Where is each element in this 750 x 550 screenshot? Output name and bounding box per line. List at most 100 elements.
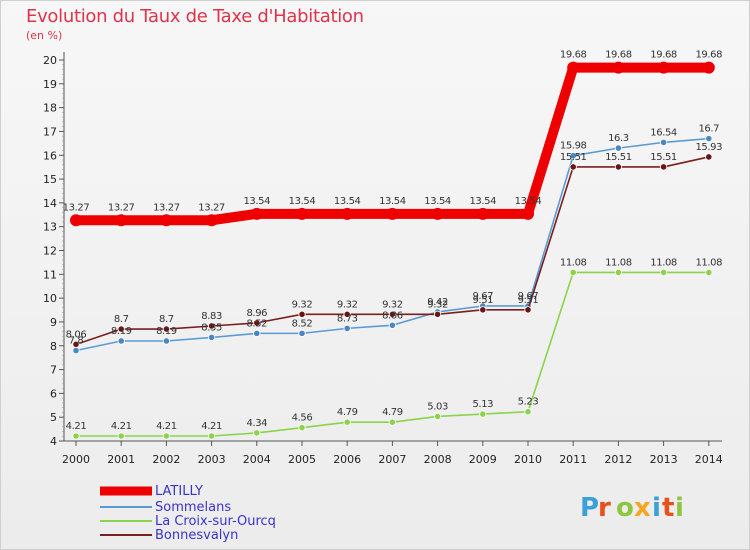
data-point <box>117 325 125 333</box>
y-tick-label: 4 <box>50 435 57 448</box>
data-label: 9.32 <box>382 299 403 310</box>
y-tick-label: 16 <box>43 149 57 162</box>
data-point <box>705 153 713 161</box>
data-point <box>433 310 442 318</box>
data-point <box>341 207 354 220</box>
data-point <box>72 432 80 440</box>
data-point <box>388 418 396 426</box>
x-tick-label: 2000 <box>62 453 90 466</box>
data-label: 5.23 <box>518 397 539 408</box>
data-point <box>343 310 351 318</box>
y-tick-label: 11 <box>43 268 57 281</box>
data-point <box>117 337 125 345</box>
data-label: 8.06 <box>66 329 87 340</box>
data-point <box>569 152 577 160</box>
y-tick-label: 9 <box>50 316 57 329</box>
data-point <box>208 432 216 440</box>
data-label: 9.32 <box>337 299 358 310</box>
chart-unit-label: (en %) <box>26 29 63 42</box>
y-tick-label: 12 <box>43 245 57 258</box>
x-tick-label: 2014 <box>695 453 723 466</box>
data-point <box>298 310 306 318</box>
data-label: 9.32 <box>292 299 313 310</box>
data-label: 15.51 <box>605 152 632 163</box>
x-tick-label: 2013 <box>650 453 678 466</box>
data-label: 15.93 <box>695 142 722 153</box>
data-point <box>72 340 80 348</box>
data-label: 16.54 <box>650 127 677 138</box>
data-point <box>659 138 668 146</box>
data-point <box>614 268 623 277</box>
y-tick-label: 6 <box>50 387 57 400</box>
data-label: 13.54 <box>515 196 542 207</box>
data-point <box>614 144 623 152</box>
data-label: 8.83 <box>201 311 222 322</box>
data-point <box>250 207 263 220</box>
data-point <box>569 163 577 171</box>
chart-title: Evolution du Taux de Taxe d'Habitation <box>26 6 364 27</box>
x-tick-label: 2002 <box>152 453 180 466</box>
data-point <box>296 207 308 220</box>
data-label: 15.51 <box>650 152 677 163</box>
y-tick-label: 7 <box>50 364 57 377</box>
data-point <box>298 329 306 337</box>
data-point <box>705 134 713 143</box>
data-label: 13.27 <box>63 202 90 213</box>
data-label: 8.52 <box>292 318 313 329</box>
data-label: 8.73 <box>337 313 358 324</box>
data-label: 8.35 <box>201 322 222 333</box>
y-tick-label: 8 <box>50 340 57 353</box>
data-point <box>657 61 670 74</box>
data-label: 19.68 <box>650 50 677 61</box>
data-point <box>567 61 580 74</box>
data-point <box>659 163 668 171</box>
data-point <box>208 322 216 330</box>
data-label: 13.54 <box>469 196 496 207</box>
x-tick-label: 2012 <box>604 453 632 466</box>
data-point <box>253 329 261 337</box>
logo-letter: x <box>634 493 651 523</box>
data-point <box>612 61 625 74</box>
data-point <box>659 268 668 277</box>
data-point <box>343 324 351 332</box>
y-tick-label: 10 <box>43 292 57 305</box>
data-label: 7.8 <box>69 336 84 347</box>
data-label: 9.32 <box>427 299 448 310</box>
data-label: 4.21 <box>111 421 132 432</box>
data-label: 4.21 <box>66 421 87 432</box>
data-label: 5.13 <box>472 399 493 410</box>
y-tick-label: 20 <box>43 54 57 67</box>
logo-letter: r <box>598 493 611 523</box>
x-tick-label: 2009 <box>469 453 497 466</box>
logo-letter: o <box>616 493 634 523</box>
logo-letter: P <box>580 493 599 523</box>
data-point <box>162 325 170 333</box>
legend-label: Bonnesvalyn <box>155 528 238 543</box>
data-label: 5.03 <box>427 401 448 412</box>
data-point <box>476 207 489 220</box>
data-point <box>702 61 715 74</box>
data-point <box>70 214 82 227</box>
data-label: 8.19 <box>156 326 177 337</box>
legend-label: LATILLY <box>155 484 203 499</box>
data-point <box>72 346 80 355</box>
data-point <box>388 321 396 329</box>
data-label: 4.79 <box>337 407 358 418</box>
data-point <box>388 310 396 318</box>
data-point <box>569 268 577 277</box>
y-tick-label: 5 <box>50 411 57 424</box>
x-tick-label: 2006 <box>333 453 361 466</box>
legend-label: La Croix-sur-Ourcq <box>155 514 276 529</box>
data-label: 9.67 <box>518 291 539 302</box>
data-label: 13.54 <box>424 196 451 207</box>
data-label: 13.54 <box>379 196 406 207</box>
y-tick-label: 15 <box>43 173 57 186</box>
data-label: 4.79 <box>382 407 403 418</box>
data-label: 13.27 <box>108 202 135 213</box>
data-label: 19.68 <box>560 50 587 61</box>
x-tick-label: 2005 <box>288 453 316 466</box>
data-point <box>117 432 125 440</box>
data-label: 11.08 <box>560 257 587 268</box>
